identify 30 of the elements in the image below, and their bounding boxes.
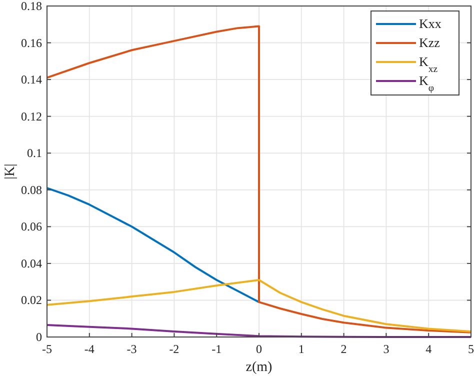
y-tick-label: 0 — [36, 330, 42, 344]
legend-label: K$_{φ}$ — [419, 73, 434, 94]
x-tick-label: 3 — [383, 342, 390, 356]
y-tick-label: 0.16 — [21, 36, 42, 50]
y-tick-label: 0.08 — [21, 182, 42, 197]
y-tick-label: 0.06 — [21, 220, 42, 234]
x-tick-label: -5 — [42, 342, 52, 356]
legend-label: K$_{xz}$ — [419, 54, 438, 74]
y-tick-label: 0.1 — [27, 146, 42, 160]
x-tick-label: 2 — [340, 342, 347, 356]
x-tick-label: 4 — [426, 342, 432, 356]
y-tick-label: 0.04 — [21, 256, 42, 270]
y-tick-label: 0.02 — [21, 293, 42, 308]
x-tick-label: 0 — [256, 342, 262, 356]
line-series — [46, 324, 472, 338]
legend-label: Kxx — [419, 16, 442, 31]
y-tick-label: 0.12 — [21, 109, 42, 124]
line-series — [46, 278, 472, 332]
legend-label: Kzz — [419, 35, 440, 50]
y-axis-title: |K| — [3, 164, 18, 180]
x-tick-label: -4 — [84, 342, 94, 356]
x-tick-label: -1 — [212, 342, 222, 356]
y-tick-label: 0.18 — [21, 0, 42, 13]
x-tick-label: 5 — [468, 342, 474, 356]
y-tick-label: 0.14 — [21, 72, 42, 87]
line-series — [46, 187, 260, 304]
x-tick-label: 1 — [298, 342, 304, 356]
x-axis-title: z(m) — [246, 360, 273, 375]
x-tick-label: -3 — [126, 342, 137, 356]
x-tick-label: -2 — [169, 342, 180, 356]
